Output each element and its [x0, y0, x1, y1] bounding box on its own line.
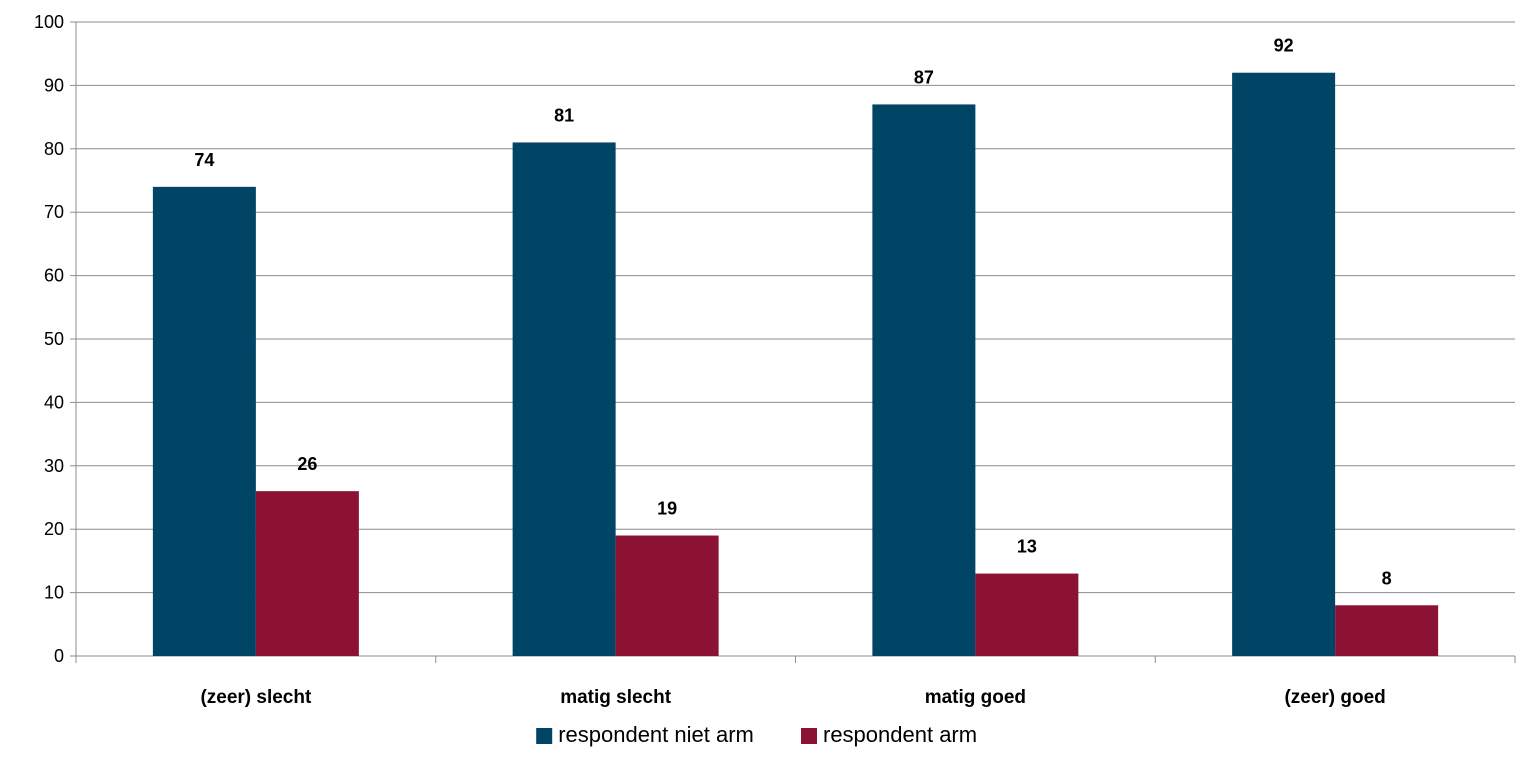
legend-item: respondent niet arm — [536, 722, 754, 747]
x-category-label: matig slecht — [560, 687, 672, 708]
legend-item: respondent arm — [801, 722, 977, 747]
y-tick-label: 40 — [44, 392, 64, 412]
y-tick-label: 60 — [44, 266, 64, 286]
legend-label: respondent niet arm — [558, 722, 754, 747]
x-category-label: (zeer) goed — [1284, 687, 1385, 708]
bar-arm — [1335, 605, 1439, 656]
data-label: 8 — [1382, 568, 1392, 588]
data-label: 92 — [1274, 36, 1294, 56]
legend-swatch — [801, 728, 817, 744]
bar-niet-arm — [1232, 72, 1336, 657]
data-label: 19 — [657, 499, 677, 519]
bar-arm — [615, 535, 719, 656]
y-tick-label: 70 — [44, 202, 64, 222]
bar-niet-arm — [872, 104, 976, 657]
bar-niet-arm — [152, 186, 256, 656]
x-category-label: (zeer) slecht — [200, 687, 312, 708]
data-label: 74 — [194, 150, 214, 170]
legend-label: respondent arm — [823, 722, 977, 747]
data-labels: 74 26 81 19 87 13 92 8 — [194, 36, 1391, 589]
y-tick-label: 30 — [44, 456, 64, 476]
y-tick-label: 50 — [44, 329, 64, 349]
bar-arm — [975, 573, 1079, 656]
data-label: 81 — [554, 105, 574, 125]
legend-swatch — [536, 728, 553, 744]
data-label: 87 — [914, 67, 934, 87]
data-label: 13 — [1017, 537, 1037, 557]
y-tick-label: 10 — [44, 583, 64, 603]
y-tick-label: 90 — [44, 75, 64, 95]
data-label: 26 — [297, 454, 317, 474]
y-tick-label: 20 — [44, 519, 64, 539]
y-tick-label: 80 — [44, 139, 64, 159]
bar-arm — [255, 491, 359, 656]
y-tick-label: 0 — [54, 646, 64, 666]
bar-niet-arm — [512, 142, 616, 656]
bars — [152, 72, 1439, 657]
y-tick-label: 100 — [34, 12, 64, 32]
x-category-label: matig goed — [925, 687, 1026, 708]
legend: respondent niet arm respondent arm — [536, 722, 977, 747]
